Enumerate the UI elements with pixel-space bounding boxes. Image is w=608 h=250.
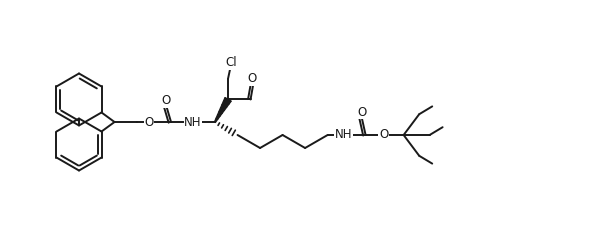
Text: O: O [247, 72, 256, 85]
Polygon shape [215, 98, 231, 122]
Text: NH: NH [184, 116, 202, 128]
Text: O: O [161, 94, 171, 108]
Text: NH: NH [335, 128, 353, 141]
Text: Cl: Cl [225, 56, 237, 69]
Text: O: O [379, 128, 389, 141]
Text: O: O [145, 116, 154, 128]
Text: O: O [357, 106, 366, 118]
